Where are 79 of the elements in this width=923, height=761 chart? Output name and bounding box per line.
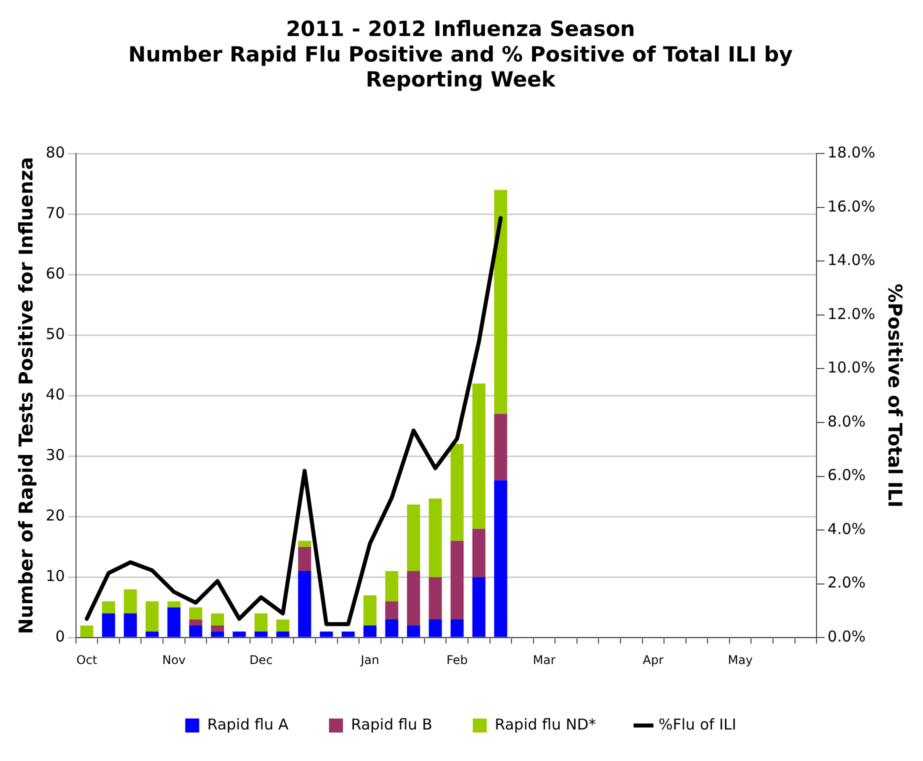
x-tick-label: Dec	[249, 652, 273, 667]
y2-tick-label: 14.0%	[828, 251, 876, 270]
bar	[450, 619, 464, 637]
bar	[167, 601, 180, 608]
bar	[254, 632, 268, 637]
bar	[450, 444, 464, 541]
x-tick-label: Apr	[642, 652, 664, 667]
bar	[232, 632, 246, 637]
legend-label: Rapid flu ND*	[494, 715, 597, 734]
bar	[363, 626, 377, 637]
legend-label: Rapid flu B	[350, 715, 432, 734]
y2-tick-label: 10.0%	[828, 358, 876, 377]
bar	[189, 626, 202, 637]
legend-label: %Flu of ILI	[658, 715, 736, 734]
bar	[428, 498, 442, 578]
bar	[472, 384, 486, 529]
x-tick-label: Mar	[532, 652, 556, 667]
bar	[189, 619, 202, 626]
x-tick-label: Nov	[162, 652, 186, 667]
y2-tick-label: 6.0%	[828, 466, 866, 484]
y-tick-label: 50	[46, 324, 65, 343]
bar	[385, 571, 398, 602]
bar	[450, 540, 464, 620]
bar	[146, 632, 159, 637]
bar	[276, 619, 290, 632]
x-tick-label: Jan	[360, 652, 380, 667]
bar	[494, 190, 508, 414]
bar	[320, 632, 333, 637]
y2-tick-label: 16.0%	[828, 197, 876, 216]
bar	[102, 613, 116, 637]
legend-label: Rapid flu A	[207, 715, 290, 734]
bar	[363, 595, 377, 626]
bar	[342, 632, 355, 637]
bar	[472, 577, 486, 637]
x-tick-label: Oct	[76, 652, 98, 667]
bar	[102, 601, 116, 614]
bar	[167, 607, 180, 637]
bar	[210, 632, 224, 637]
y-tick-label: 80	[46, 143, 65, 162]
bar	[146, 601, 159, 632]
bar	[428, 619, 442, 637]
y2-tick-label: 18.0%	[828, 143, 876, 162]
bar	[407, 626, 420, 637]
y-tick-label: 10	[46, 566, 65, 585]
bar	[189, 607, 202, 620]
bar	[407, 504, 420, 572]
bar	[472, 528, 486, 578]
bar	[407, 571, 420, 626]
bar	[298, 546, 312, 572]
bar	[494, 414, 508, 480]
y-tick-label: 60	[46, 264, 65, 282]
y-tick-label: 0	[55, 627, 65, 646]
bar	[124, 613, 137, 637]
x-tick-label: May	[728, 652, 753, 667]
y-tick-label: 20	[46, 506, 65, 524]
bar	[298, 540, 312, 547]
bar	[276, 632, 290, 637]
bar	[210, 613, 224, 626]
bar	[385, 601, 398, 620]
bar	[210, 626, 224, 632]
bar	[428, 577, 442, 620]
y-axis-title: Number of Rapid Tests Positive for Influenza	[15, 157, 38, 634]
y2-tick-label: 2.0%	[828, 574, 866, 592]
y2-axis-title: %Positive of Total ILI	[884, 284, 906, 508]
bar	[124, 589, 137, 614]
bar	[80, 626, 94, 637]
bar	[254, 613, 268, 632]
y-tick-label: 40	[46, 385, 65, 404]
y-tick-label: 30	[46, 446, 65, 464]
bar	[298, 571, 312, 637]
y2-tick-label: 12.0%	[828, 304, 876, 323]
bar	[385, 619, 398, 637]
y2-tick-label: 0.0%	[828, 627, 866, 646]
y-tick-label: 70	[46, 204, 65, 222]
y2-tick-label: 4.0%	[828, 520, 866, 538]
y2-tick-label: 8.0%	[828, 412, 866, 430]
x-tick-label: Feb	[446, 652, 468, 667]
bar	[494, 480, 508, 637]
chart-title: 2011 - 2012 Influenza Season Number Rapid Flu Positive and % Positive of Total ILI by Reporting Week	[128, 17, 794, 92]
